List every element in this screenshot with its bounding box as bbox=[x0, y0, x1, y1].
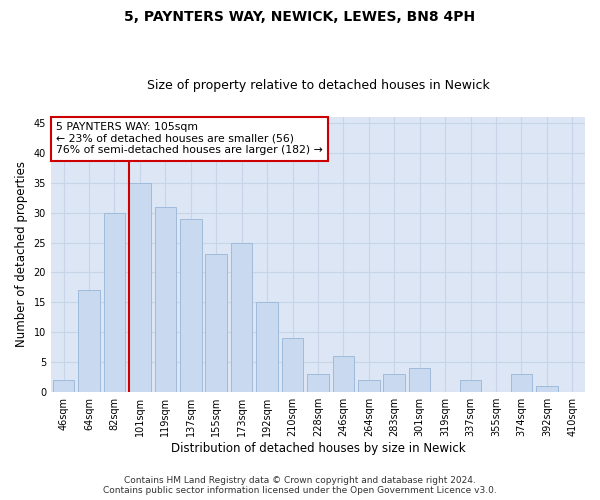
Bar bbox=[383, 374, 405, 392]
Bar bbox=[231, 242, 253, 392]
Bar bbox=[53, 380, 74, 392]
Bar bbox=[460, 380, 481, 392]
Bar bbox=[536, 386, 557, 392]
Bar bbox=[307, 374, 329, 392]
Bar bbox=[409, 368, 430, 392]
Text: 5, PAYNTERS WAY, NEWICK, LEWES, BN8 4PH: 5, PAYNTERS WAY, NEWICK, LEWES, BN8 4PH bbox=[124, 10, 476, 24]
Bar bbox=[180, 218, 202, 392]
Bar bbox=[358, 380, 380, 392]
Bar bbox=[104, 212, 125, 392]
Bar bbox=[155, 206, 176, 392]
X-axis label: Distribution of detached houses by size in Newick: Distribution of detached houses by size … bbox=[170, 442, 465, 455]
Bar bbox=[78, 290, 100, 392]
Y-axis label: Number of detached properties: Number of detached properties bbox=[15, 162, 28, 348]
Text: 5 PAYNTERS WAY: 105sqm
← 23% of detached houses are smaller (56)
76% of semi-det: 5 PAYNTERS WAY: 105sqm ← 23% of detached… bbox=[56, 122, 323, 156]
Bar bbox=[205, 254, 227, 392]
Bar bbox=[511, 374, 532, 392]
Bar bbox=[129, 182, 151, 392]
Text: Contains HM Land Registry data © Crown copyright and database right 2024.
Contai: Contains HM Land Registry data © Crown c… bbox=[103, 476, 497, 495]
Bar bbox=[282, 338, 304, 392]
Bar bbox=[332, 356, 354, 392]
Bar bbox=[256, 302, 278, 392]
Title: Size of property relative to detached houses in Newick: Size of property relative to detached ho… bbox=[146, 79, 490, 92]
